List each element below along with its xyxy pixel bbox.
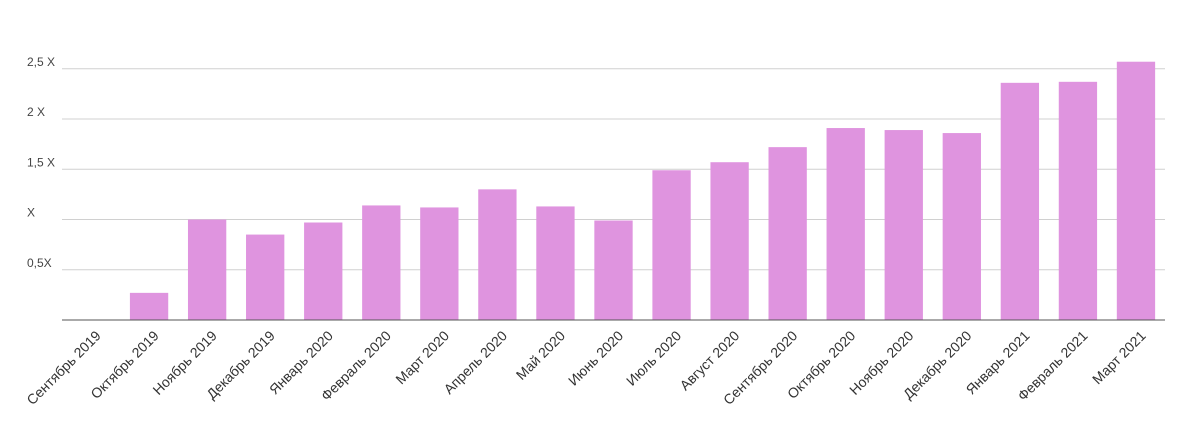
bar: [420, 207, 459, 320]
bar: [1000, 82, 1040, 320]
y-tick-label: 2 X: [27, 105, 45, 119]
bar: [942, 133, 981, 320]
x-tick-label: Март 2020: [392, 327, 452, 387]
bar: [884, 130, 923, 320]
bar: [536, 206, 575, 320]
y-tick-label: 0,5X: [27, 256, 52, 270]
x-tick-label: Май 2020: [513, 327, 569, 383]
bar: [768, 147, 807, 320]
bar: [826, 128, 865, 320]
bar: [1058, 81, 1098, 320]
x-tick-label: Март 2021: [1089, 327, 1149, 387]
x-tick-label: Июнь 2020: [565, 327, 626, 388]
y-tick-label: 2,5 X: [27, 55, 55, 69]
y-tick-label: X: [27, 206, 35, 220]
bar: [187, 219, 227, 320]
y-tick-label: 1,5 X: [27, 155, 55, 169]
bar: [129, 292, 169, 320]
bar: [246, 234, 285, 320]
bar: [478, 189, 517, 320]
bar: [304, 222, 343, 320]
bar: [710, 162, 749, 320]
bar: [362, 205, 401, 320]
bar: [594, 220, 633, 320]
bar: [652, 170, 691, 320]
x-tick-label: Июль 2020: [623, 327, 684, 388]
bar: [1116, 61, 1156, 321]
